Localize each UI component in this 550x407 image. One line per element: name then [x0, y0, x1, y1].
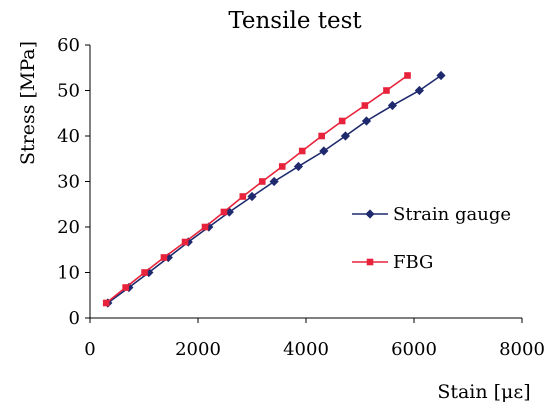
y-tick-label: 10	[57, 263, 80, 284]
legend-swatch-marker	[366, 258, 374, 266]
legend-label: Strain gauge	[393, 204, 511, 225]
data-point	[298, 147, 306, 155]
y-tick-label: 20	[57, 217, 80, 238]
plot-area	[102, 70, 446, 308]
x-tick-label: 0	[84, 339, 95, 360]
data-point	[436, 70, 446, 81]
data-point	[387, 100, 397, 111]
y-tick-label: 60	[57, 35, 80, 56]
data-point	[318, 132, 325, 140]
series-line	[105, 74, 408, 304]
data-point	[383, 87, 390, 94]
x-axis-label: Stain [με]	[437, 381, 530, 403]
data-point	[414, 85, 424, 96]
data-point	[340, 131, 351, 141]
data-point	[361, 116, 372, 126]
x-ticks: 0 2000 4000 6000 8000	[84, 318, 545, 360]
legend-item: Strain gauge	[352, 204, 511, 225]
legend: Strain gauge FBG	[352, 204, 511, 273]
x-tick-label: 2000	[175, 339, 221, 360]
series-fbg	[102, 72, 411, 307]
x-tick-label: 4000	[283, 339, 329, 360]
chart-title: Tensile test	[228, 8, 362, 34]
data-point	[338, 117, 346, 125]
data-point	[141, 269, 148, 276]
legend-item: FBG	[352, 252, 433, 273]
data-point	[102, 299, 110, 307]
data-point	[122, 284, 129, 291]
y-ticks: 0 10 20 30 40 50 60	[57, 35, 90, 329]
legend-swatch-marker	[365, 209, 375, 219]
data-point	[269, 176, 279, 187]
data-point	[201, 223, 209, 231]
axes	[89, 45, 522, 319]
y-axis-label: Stress [MPa]	[17, 41, 39, 165]
data-point	[404, 72, 411, 79]
y-tick-label: 0	[69, 308, 80, 329]
data-point	[293, 161, 304, 172]
y-tick-label: 40	[57, 126, 80, 147]
series-line	[107, 74, 442, 304]
data-point	[247, 191, 257, 202]
data-point	[319, 146, 329, 156]
data-point	[181, 238, 189, 246]
data-point	[278, 163, 286, 170]
data-point	[160, 254, 168, 261]
data-point	[361, 102, 369, 109]
y-tick-label: 30	[57, 172, 80, 193]
data-point	[258, 178, 266, 185]
x-tick-label: 8000	[499, 339, 545, 360]
y-tick-label: 50	[57, 81, 80, 102]
x-tick-label: 6000	[391, 339, 437, 360]
data-point	[239, 193, 247, 200]
data-point	[220, 208, 228, 216]
legend-label: FBG	[393, 252, 433, 273]
